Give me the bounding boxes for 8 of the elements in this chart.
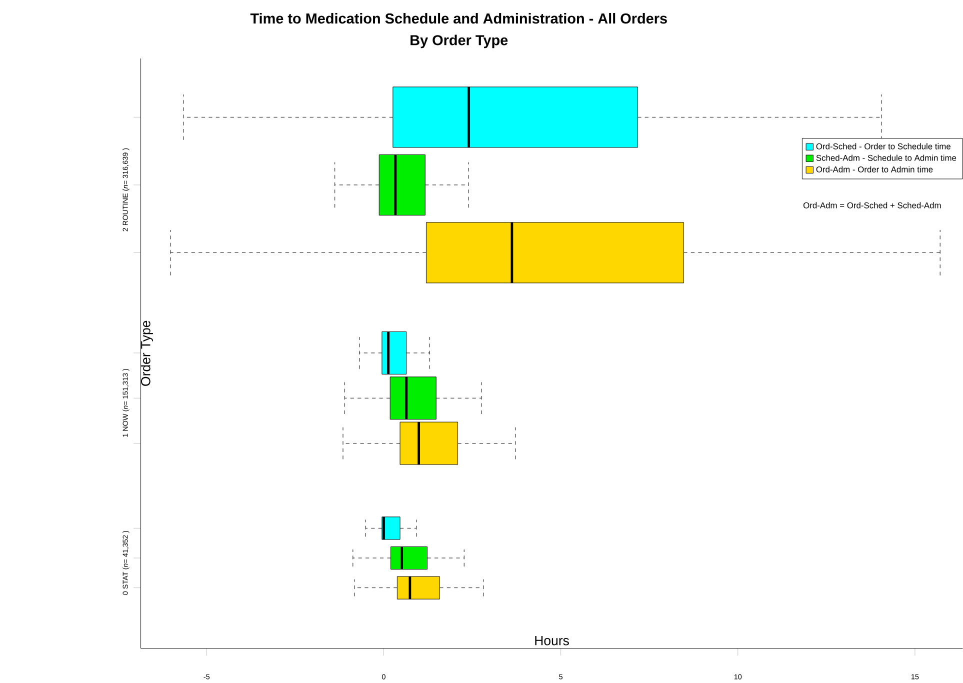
- x-axis-title: Hours: [535, 636, 569, 646]
- chart-subtitle: By Order Type: [410, 34, 508, 48]
- legend-label: Sched-Adm - Schedule to Admin time: [816, 154, 956, 161]
- chart-title: Time to Medication Schedule and Administration - All Orders: [250, 12, 667, 24]
- legend-label: Ord-Adm - Order to Admin time: [816, 166, 933, 172]
- y-axis-title: Order Type: [140, 320, 153, 386]
- annotation: Ord-Adm = Ord-Sched + Sched-Adm: [803, 202, 941, 208]
- legend-label: Ord-Sched - Order to Schedule time: [816, 142, 950, 150]
